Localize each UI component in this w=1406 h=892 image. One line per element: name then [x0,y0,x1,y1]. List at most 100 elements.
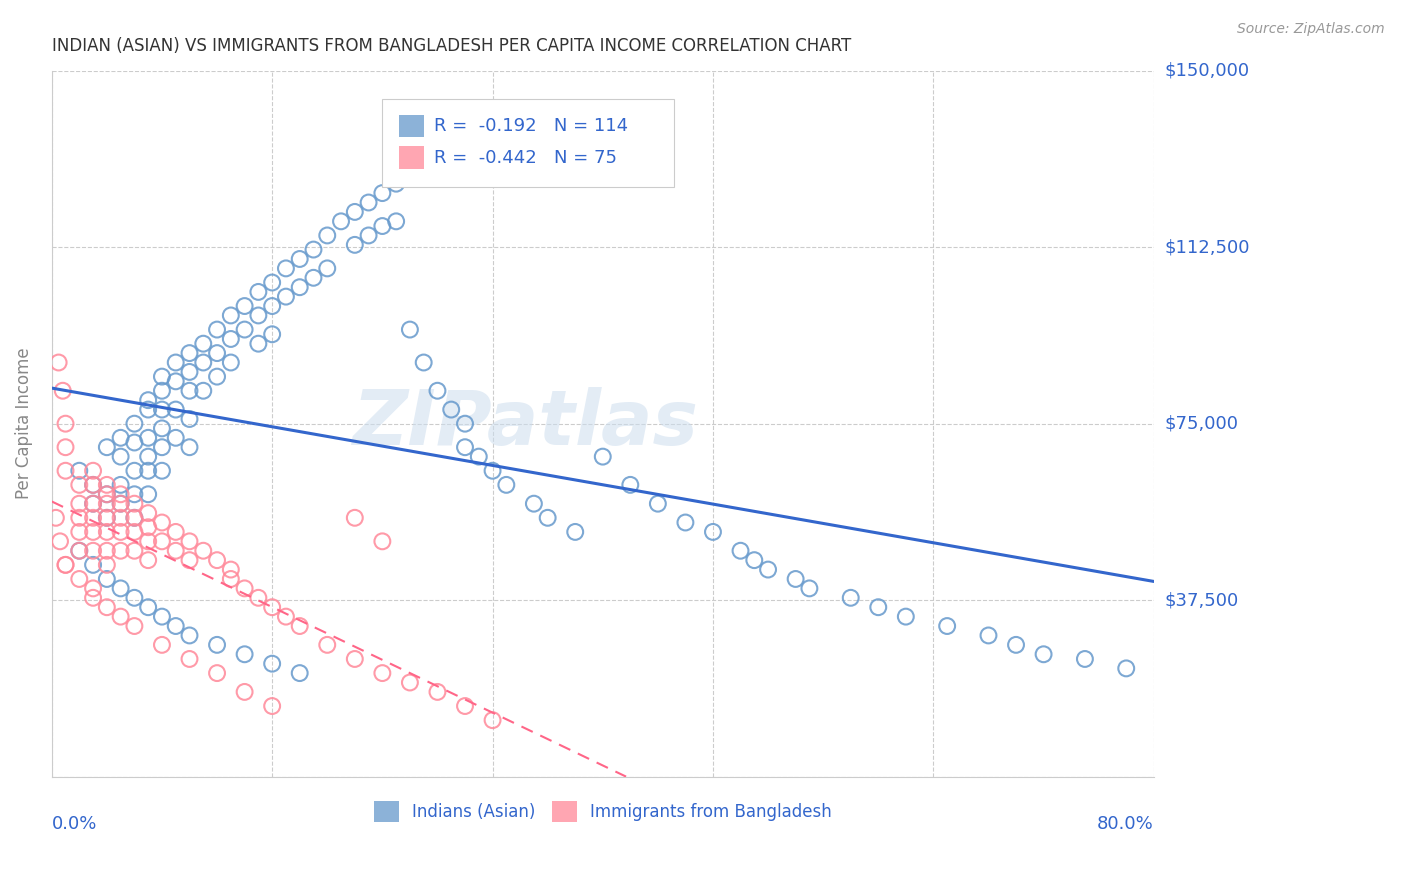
Point [124,464,146,478]
Point [124,510,146,524]
Point [150,534,173,549]
Point [1005,638,1028,652]
Point [288,619,311,633]
Point [730,543,752,558]
Point [702,524,724,539]
Text: R =  -0.192   N = 114: R = -0.192 N = 114 [434,117,628,135]
Point [205,322,228,336]
Point [52,384,75,398]
Point [179,534,201,549]
Point [165,431,187,445]
Point [262,657,284,671]
Y-axis label: Per Capita Income: Per Capita Income [15,348,32,500]
Point [49,534,72,549]
Point [110,497,132,511]
Point [564,524,586,539]
Point [165,402,187,417]
Point [67,572,90,586]
Point [274,609,297,624]
Point [67,524,90,539]
Point [67,464,90,478]
Point [110,524,132,539]
Point [136,534,159,549]
Point [136,520,159,534]
Point [96,543,118,558]
Point [468,450,491,464]
Point [839,591,862,605]
Point [262,299,284,313]
Point [55,464,77,478]
Point [274,290,297,304]
Point [136,402,159,417]
Point [219,563,242,577]
Point [96,440,118,454]
Point [110,582,132,596]
Point [150,638,173,652]
Point [481,464,503,478]
Point [124,543,146,558]
Point [82,497,104,511]
Point [82,478,104,492]
Point [454,440,477,454]
Point [523,497,546,511]
Point [495,478,517,492]
Point [371,186,394,200]
Point [357,228,380,243]
Point [67,543,90,558]
Point [343,510,366,524]
Text: 80.0%: 80.0% [1097,815,1154,833]
Point [82,497,104,511]
Point [233,299,256,313]
Point [96,487,118,501]
Point [150,402,173,417]
Point [48,355,70,369]
Point [96,497,118,511]
Point [262,276,284,290]
Point [150,609,173,624]
Point [67,543,90,558]
Point [110,543,132,558]
Point [150,421,173,435]
Point [67,510,90,524]
Point [868,600,890,615]
Point [96,600,118,615]
Point [124,417,146,431]
Point [537,510,560,524]
Point [247,591,270,605]
Point [799,582,821,596]
Point [343,652,366,666]
Point [124,591,146,605]
Point [481,713,503,727]
Point [179,628,201,642]
Point [219,355,242,369]
Point [262,600,284,615]
Point [1074,652,1097,666]
Point [82,464,104,478]
Point [440,402,463,417]
Point [371,219,394,233]
Point [247,336,270,351]
Point [96,510,118,524]
Point [136,506,159,520]
Point [124,435,146,450]
Point [165,375,187,389]
Point [96,510,118,524]
Point [316,261,339,276]
Point [385,177,408,191]
Point [67,478,90,492]
Point [165,524,187,539]
Point [136,464,159,478]
Point [894,609,917,624]
Point [343,205,366,219]
Point [316,228,339,243]
Legend: Indians (Asian), Immigrants from Bangladesh: Indians (Asian), Immigrants from Banglad… [367,795,838,829]
Point [247,285,270,299]
Point [371,666,394,681]
Point [82,543,104,558]
Text: Source: ZipAtlas.com: Source: ZipAtlas.com [1237,22,1385,37]
Point [316,638,339,652]
Point [193,355,215,369]
Point [385,214,408,228]
Point [136,600,159,615]
Point [936,619,959,633]
